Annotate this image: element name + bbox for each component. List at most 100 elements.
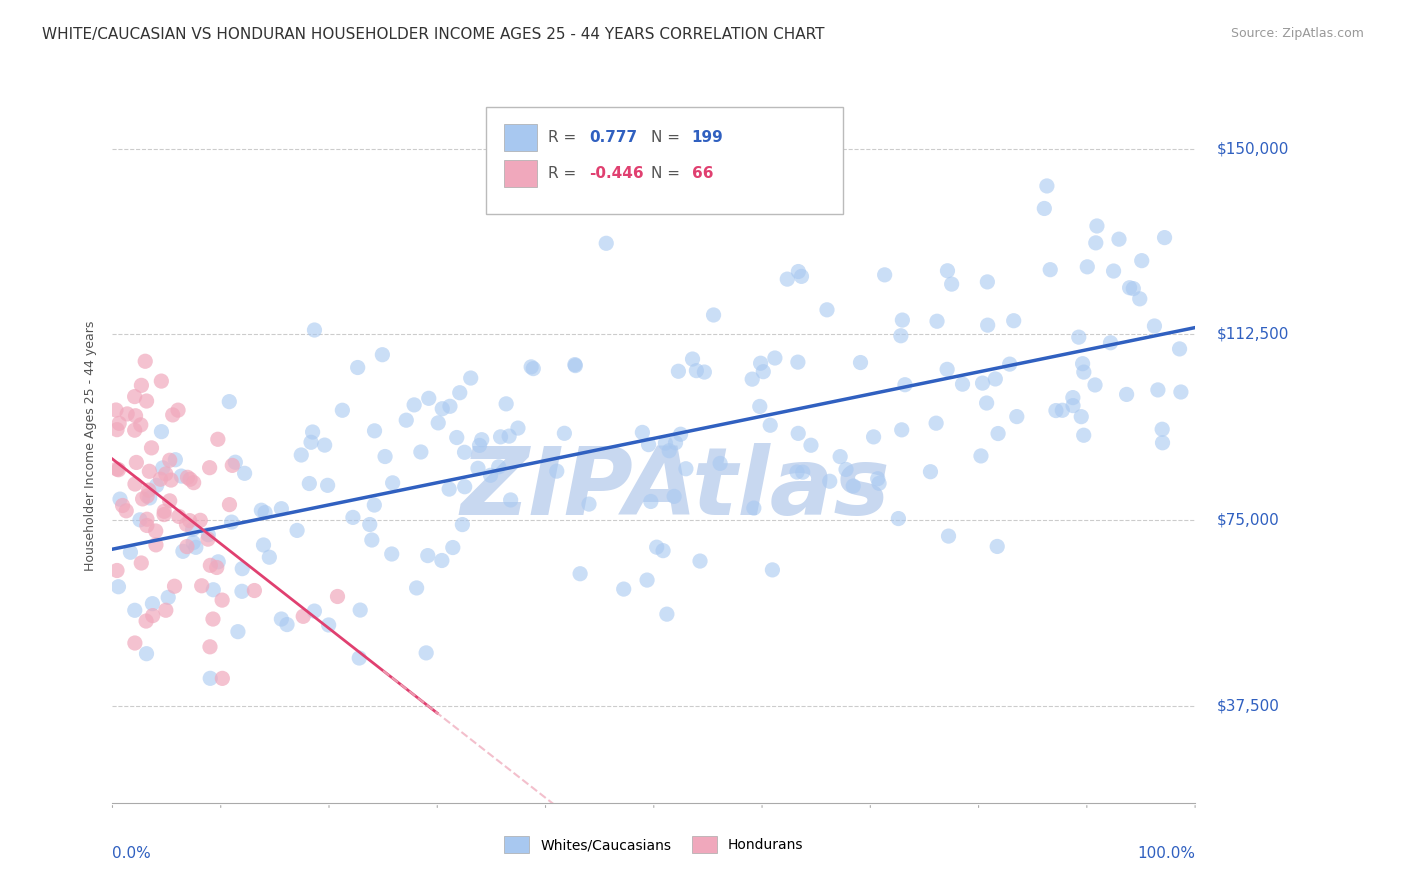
Point [360, 533, 382, 547]
Point [131, 491, 153, 506]
Point [155, 603, 177, 617]
Point [104, 403, 127, 417]
Point [1005, 409, 1028, 424]
Point [233, 467, 256, 481]
Point [141, 597, 163, 611]
Point [418, 392, 440, 406]
Point [453, 445, 475, 459]
Point [404, 398, 426, 412]
Point [467, 461, 489, 475]
Point [218, 394, 240, 409]
Point [689, 554, 711, 568]
Point [145, 538, 167, 552]
Point [167, 403, 190, 417]
Point [395, 413, 418, 427]
FancyBboxPatch shape [505, 160, 537, 187]
Point [709, 457, 731, 471]
Point [1130, 253, 1153, 268]
Point [471, 433, 494, 447]
Point [259, 550, 281, 565]
Point [134, 354, 156, 368]
Point [815, 302, 838, 317]
Point [211, 672, 233, 686]
Point [276, 617, 298, 632]
Point [304, 323, 326, 337]
Point [135, 647, 157, 661]
Point [318, 618, 340, 632]
Point [304, 604, 326, 618]
Point [181, 523, 204, 537]
Point [437, 482, 460, 496]
Point [224, 455, 246, 469]
Point [243, 583, 266, 598]
Point [972, 376, 994, 390]
Point [479, 468, 502, 483]
Point [136, 512, 159, 526]
Point [432, 401, 454, 416]
Point [984, 372, 1007, 386]
Point [105, 462, 128, 476]
Point [197, 527, 219, 541]
Point [682, 352, 704, 367]
Point [105, 423, 128, 437]
Point [685, 364, 707, 378]
Text: $112,500: $112,500 [1216, 327, 1289, 342]
Point [1129, 292, 1152, 306]
Text: N =: N = [651, 130, 685, 145]
Point [439, 399, 461, 413]
Point [427, 416, 450, 430]
Point [668, 364, 690, 378]
Text: N =: N = [651, 166, 685, 181]
Point [454, 480, 477, 494]
Point [314, 438, 336, 452]
Point [488, 459, 510, 474]
Point [184, 541, 207, 555]
Point [849, 355, 872, 369]
Text: 66: 66 [692, 166, 713, 181]
Point [363, 498, 385, 512]
Point [752, 365, 775, 379]
Point [637, 437, 659, 451]
Point [986, 540, 1008, 554]
Point [669, 427, 692, 442]
Point [522, 361, 544, 376]
Point [349, 651, 371, 665]
Point [299, 435, 322, 450]
Point [1033, 202, 1056, 216]
Point [159, 453, 181, 467]
Point [125, 455, 148, 469]
Point [891, 313, 914, 327]
Point [141, 441, 163, 455]
Point [987, 426, 1010, 441]
Point [201, 612, 224, 626]
Point [374, 450, 396, 464]
Point [787, 264, 810, 278]
Text: 0.777: 0.777 [589, 130, 637, 145]
FancyBboxPatch shape [505, 124, 537, 152]
Point [200, 558, 222, 573]
Text: $150,000: $150,000 [1216, 141, 1289, 156]
Point [1102, 264, 1125, 278]
Point [645, 540, 668, 554]
Point [1070, 409, 1092, 424]
Point [231, 561, 253, 575]
Point [936, 362, 959, 376]
Point [675, 462, 697, 476]
Point [1147, 383, 1170, 397]
Point [163, 579, 186, 593]
Point [578, 497, 600, 511]
Point [1170, 384, 1192, 399]
Point [506, 421, 529, 435]
Point [998, 357, 1021, 371]
Point [1071, 357, 1094, 371]
Point [124, 423, 146, 437]
Point [155, 467, 177, 481]
Point [153, 508, 176, 522]
Point [176, 470, 198, 484]
Point [1152, 435, 1174, 450]
Point [759, 418, 782, 433]
Point [976, 318, 998, 333]
Point [153, 504, 176, 518]
Point [658, 443, 681, 458]
Point [1168, 342, 1191, 356]
